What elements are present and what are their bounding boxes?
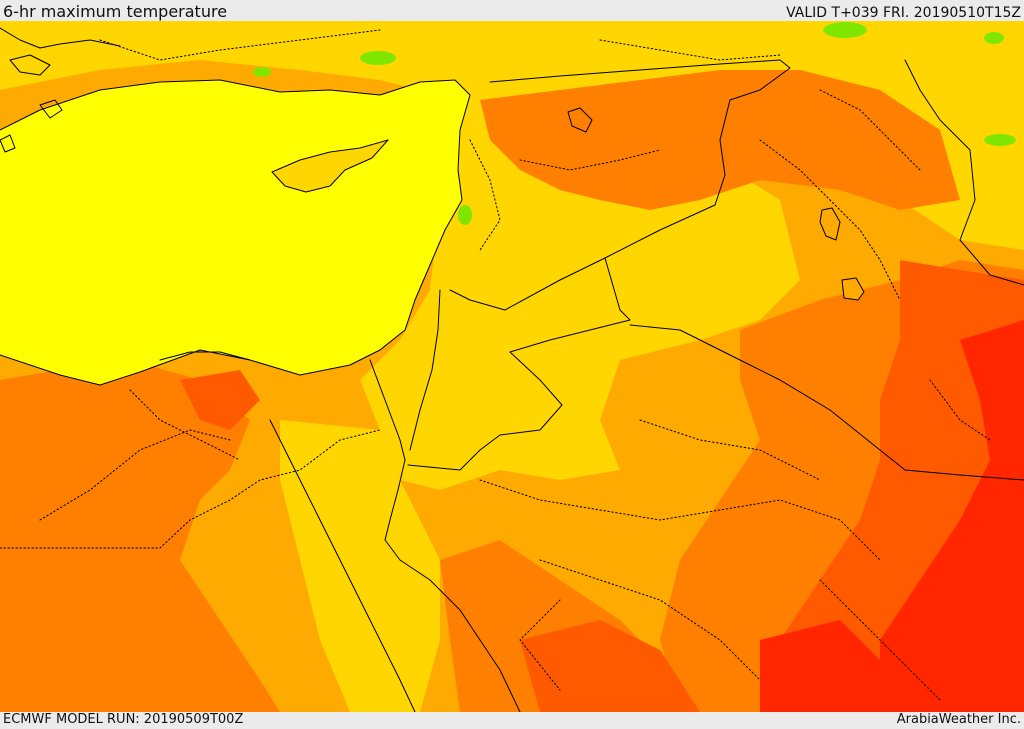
map-canvas [0, 21, 1024, 712]
zone-darkorange-egypt [180, 370, 260, 430]
border-jordan-iraq [509, 257, 631, 353]
valid-time: VALID T+039 FRI. 20190510T15Z [786, 5, 1021, 21]
zone-green-3 [823, 22, 867, 38]
border-jordan-west [409, 289, 441, 451]
internal-boundaries [0, 29, 991, 701]
zone-green-1 [360, 51, 396, 65]
credit-text: ArabiaWeather Inc. [896, 712, 1021, 727]
cyprus-island [272, 140, 388, 192]
footer-bar: ECMWF MODEL RUN: 20190509T00Z ArabiaWeat… [0, 712, 1024, 729]
border-syria-turkey [489, 59, 791, 206]
coastline-gulf-suez [269, 419, 416, 712]
zone-red-south [760, 620, 900, 712]
borders [0, 27, 1024, 712]
coast-nile-delta [159, 351, 251, 361]
zone-green-2 [253, 67, 271, 77]
border-egypt-israel [369, 359, 406, 461]
zone-green-4 [984, 32, 1004, 44]
coastline-gulf-aqaba [384, 459, 521, 712]
border-jordan-saudi [407, 351, 563, 471]
islands-aegean [0, 54, 63, 153]
model-run: ECMWF MODEL RUN: 20190509T00Z [3, 712, 244, 727]
coastline-cyprus [271, 139, 389, 193]
border-iraq-iran [904, 59, 1024, 286]
border-iraq-saudi [629, 324, 1024, 481]
map-title: 6-hr maximum temperature [3, 2, 228, 21]
zone-red-gulf [880, 320, 1024, 712]
temperature-map[interactable] [0, 21, 1024, 712]
zone-orange-egypt [0, 360, 280, 712]
zone-green-5 [458, 205, 472, 225]
coast-turkey-north [0, 27, 121, 49]
zone-green-6 [984, 134, 1016, 146]
coastline-med [0, 79, 471, 386]
lake-assad [567, 107, 593, 133]
zone-yellow-sinai [280, 420, 440, 712]
lake-razazah [841, 277, 865, 301]
header-bar: 6-hr maximum temperature VALID T+039 FRI… [0, 0, 1024, 21]
lake-tharthar [819, 207, 841, 241]
zone-darkorange-south [520, 620, 700, 712]
border-syria-iraq [449, 204, 716, 311]
